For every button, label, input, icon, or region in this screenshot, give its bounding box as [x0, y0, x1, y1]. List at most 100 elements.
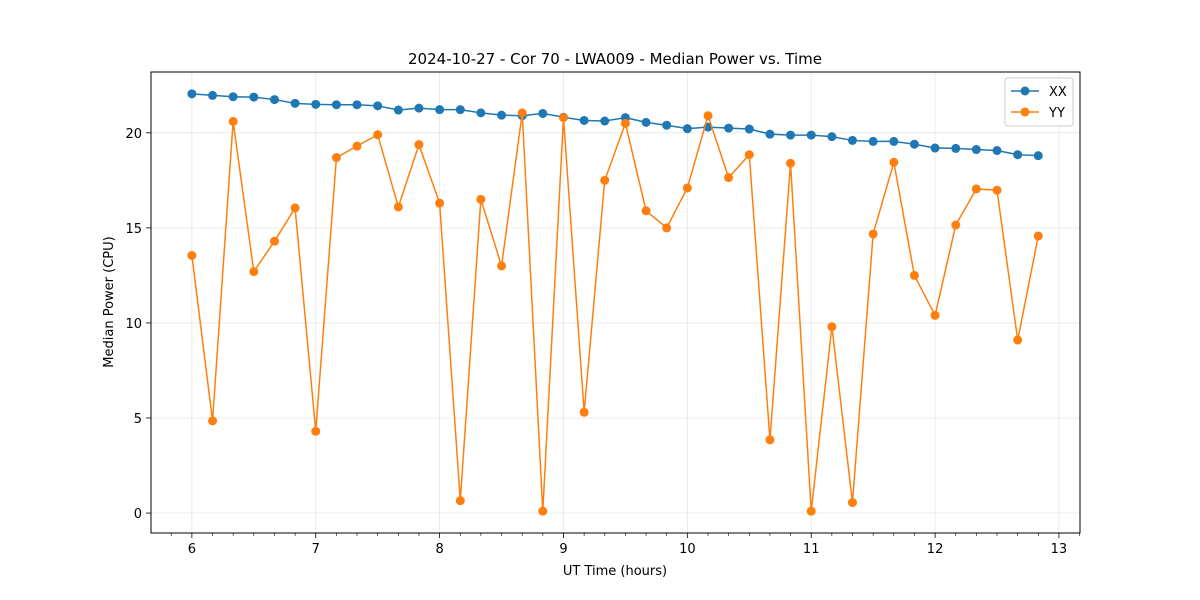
series-yy-point [269, 236, 279, 246]
series-yy-point [435, 198, 445, 208]
series-yy-point [641, 206, 651, 216]
series-xx-point [249, 92, 259, 102]
series-xx-point [724, 123, 734, 133]
series-xx-point [1033, 151, 1043, 161]
x-tick-label: 11 [803, 542, 820, 557]
series-xx-point [290, 98, 300, 108]
series-yy-point [682, 183, 692, 193]
series-yy-point [744, 150, 754, 160]
series-xx-point [765, 129, 775, 139]
series-xx-point [909, 139, 919, 149]
y-tick-label: 15 [125, 222, 142, 237]
series-layer [187, 89, 1043, 516]
series-xx-point [311, 99, 321, 109]
series-yy-point [827, 322, 837, 332]
series-xx-point [868, 136, 878, 146]
legend-marker-xx [1020, 86, 1030, 96]
series-xx-point [930, 143, 940, 153]
series-xx-point [393, 105, 403, 115]
series-yy [187, 108, 1043, 516]
series-yy-point [1033, 231, 1043, 241]
y-tick-label: 5 [134, 412, 142, 427]
series-yy-point [662, 223, 672, 233]
series-yy-point [1013, 335, 1023, 345]
series-xx-point [786, 130, 796, 140]
series-yy-point [352, 141, 362, 151]
series-xx-point [269, 95, 279, 105]
series-yy-point [558, 113, 568, 123]
legend-label-yy: YY [1048, 106, 1065, 121]
series-xx-point [455, 105, 465, 115]
series-yy-point [331, 153, 341, 163]
series-yy-point [909, 270, 919, 280]
series-yy-point [992, 185, 1002, 195]
axes: 6 7 8 9 10 11 12 13 0 5 10 15 20 [125, 127, 1080, 557]
series-xx-point [971, 145, 981, 155]
y-tick-label: 0 [134, 507, 142, 522]
x-tick-label: 8 [435, 542, 443, 557]
series-yy-point [806, 506, 816, 516]
series-yy-point [951, 220, 961, 230]
series-yy-point [373, 130, 383, 140]
y-tick-label: 20 [125, 127, 142, 142]
series-yy-point [187, 250, 197, 260]
series-yy-point [620, 118, 630, 128]
series-xx-point [992, 146, 1002, 156]
series-yy-point [971, 184, 981, 194]
series-yy-point [393, 202, 403, 212]
series-yy-point [497, 261, 507, 271]
x-axis-label: UT Time (hours) [563, 564, 667, 579]
series-yy-point [786, 158, 796, 168]
series-xx-point [352, 100, 362, 110]
series-yy-point [208, 416, 218, 426]
series-xx-point [538, 108, 548, 118]
series-xx-point [476, 108, 486, 118]
series-xx-point [662, 120, 672, 130]
series-xx-point [187, 89, 197, 99]
y-axis-label: Median Power (CPU) [102, 236, 117, 367]
series-xx-point [331, 100, 341, 110]
series-xx-point [806, 130, 816, 140]
series-xx-point [579, 115, 589, 125]
series-xx-point [208, 90, 218, 100]
series-xx-point [1013, 150, 1023, 160]
series-yy-point [311, 426, 321, 436]
x-tick-label: 7 [312, 542, 320, 557]
series-xx-point [827, 132, 837, 142]
y-tick-label: 10 [125, 317, 142, 332]
series-yy-line [191, 112, 1039, 512]
series-yy-point [517, 108, 527, 118]
series-xx-point [682, 124, 692, 134]
series-yy-point [414, 140, 424, 150]
series-yy-point [847, 498, 857, 508]
series-yy-point [724, 173, 734, 183]
series-xx-point [847, 135, 857, 145]
series-yy-point [579, 407, 589, 417]
legend: XX YY [1004, 77, 1074, 127]
series-yy-point [249, 267, 259, 277]
series-yy-point [765, 435, 775, 445]
series-xx-point [497, 110, 507, 120]
series-xx-point [414, 103, 424, 113]
x-tick-label: 9 [559, 542, 567, 557]
series-yy-point [228, 116, 238, 126]
series-yy-point [930, 310, 940, 320]
x-tick-label: 13 [1051, 542, 1068, 557]
x-tick-label: 6 [188, 542, 196, 557]
series-yy-point [889, 157, 899, 167]
series-xx-point [600, 116, 610, 126]
series-yy-point [455, 496, 465, 506]
series-xx-point [373, 101, 383, 111]
series-yy-point [600, 175, 610, 185]
plot-area-frame [150, 71, 1081, 534]
series-xx [187, 89, 1043, 161]
series-yy-point [290, 203, 300, 213]
chart-title: 2024-10-27 - Cor 70 - LWA009 - Median Po… [408, 50, 822, 68]
x-tick-label: 10 [679, 542, 696, 557]
series-yy-point [538, 506, 548, 516]
x-tick-label: 12 [927, 542, 944, 557]
series-xx-point [228, 92, 238, 102]
series-xx-point [641, 117, 651, 127]
legend-marker-yy [1020, 107, 1030, 117]
